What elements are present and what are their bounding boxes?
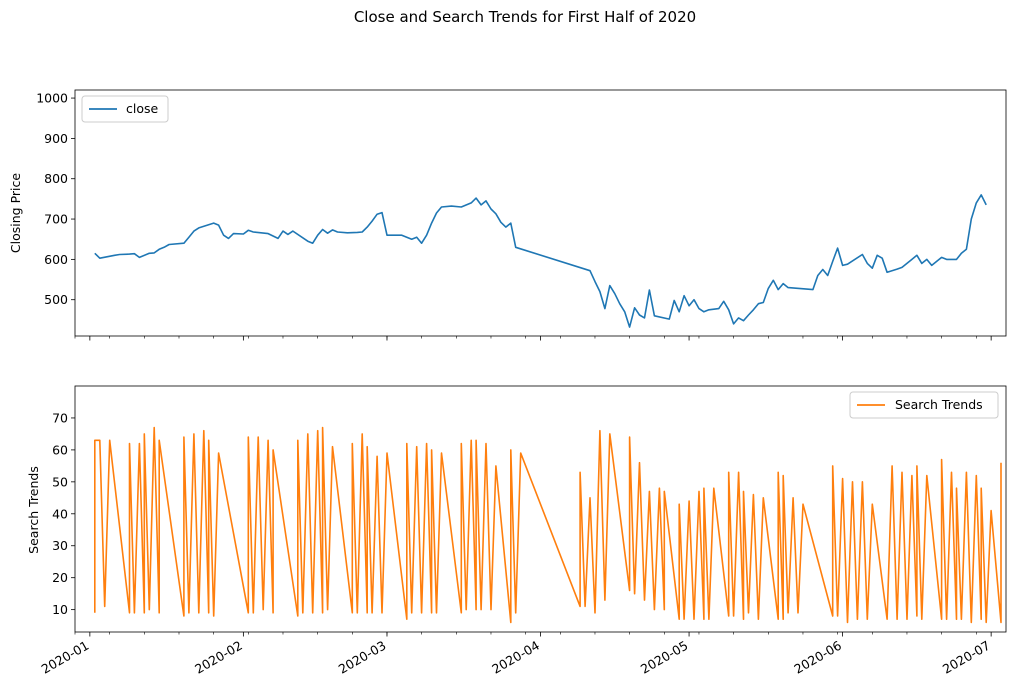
closing-price-panel: 500 600 700 800 900 1000 Closing Price close: [8, 89, 1007, 341]
y-tick-label: 50: [52, 474, 68, 489]
x-tick-label: 2020-03: [336, 638, 389, 677]
x-tick-label: 2020-02: [192, 638, 245, 677]
y-tick-label: 10: [52, 602, 68, 617]
legend-label-close: close: [126, 101, 159, 116]
y-tick-label: 800: [44, 171, 68, 186]
x-tick-label: 2020-05: [638, 638, 691, 677]
legend-box: [81, 95, 169, 123]
legend-box: [849, 391, 999, 419]
y-tick-label: 20: [52, 570, 68, 585]
closing-price-y-label: Closing Price: [8, 173, 23, 253]
y-tick-label: 500: [44, 292, 68, 307]
series-line-close: [94, 194, 987, 328]
y-tick-label: 70: [52, 410, 68, 425]
y-tick-label: 900: [44, 131, 68, 146]
y-tick-label: 1000: [36, 91, 68, 106]
x-tick-label: 2020-06: [791, 638, 844, 677]
closing-price-legend: close: [81, 95, 169, 123]
closing-price-y-ticks: 500 600 700 800 900 1000: [36, 91, 75, 307]
search-trends-legend: Search Trends: [849, 391, 999, 419]
search-trends-series: [94, 426, 1002, 624]
closing-price-series: [94, 194, 987, 328]
search-trends-y-label: Search Trends: [26, 466, 41, 554]
x-tick-label: 2020-07: [940, 638, 993, 677]
y-tick-label: 40: [52, 506, 68, 521]
closing-price-plot-area: [74, 89, 1007, 337]
y-tick-label: 60: [52, 442, 68, 457]
chart-title: Close and Search Trends for First Half o…: [354, 8, 696, 26]
series-line-search-trends: [94, 426, 1002, 624]
closing-price-x-ticks: [74, 336, 992, 341]
search-trends-x-ticks: 2020-01 2020-02 2020-03 2020-04 2020-05 2020-…: [39, 632, 993, 677]
y-tick-label: 600: [44, 252, 68, 267]
y-tick-label: 30: [52, 538, 68, 553]
y-tick-label: 700: [44, 212, 68, 227]
x-tick-label: 2020-04: [489, 638, 542, 677]
legend-label-search-trends: Search Trends: [895, 397, 983, 412]
search-trends-y-ticks: 10 20 30 40 50 60 70: [52, 410, 75, 617]
x-tick-label: 2020-01: [39, 638, 92, 677]
